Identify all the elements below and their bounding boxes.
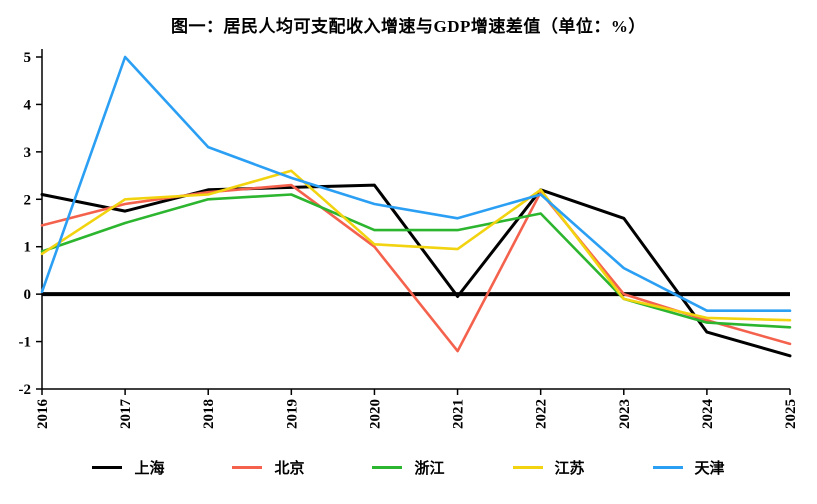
series-line-4 — [40, 55, 792, 313]
legend-item-tianjin: 天津 — [652, 457, 725, 478]
y-tick-label: 4 — [24, 97, 32, 113]
legend-label-shanghai: 上海 — [134, 461, 165, 477]
legend-item-shanghai: 上海 — [92, 457, 164, 478]
legend-item-jiangsu: 江苏 — [512, 457, 585, 478]
legend-line-swatch-zhejiang — [372, 466, 403, 469]
legend: 上海 北京 浙江 江苏 天津 — [0, 457, 817, 478]
x-tick-label: 2023 — [617, 399, 633, 429]
series-line-0 — [40, 183, 792, 358]
y-tick-label: -2 — [19, 382, 32, 398]
legend-line-swatch-shanghai — [92, 466, 123, 469]
x-tick-label: 2017 — [118, 399, 134, 430]
x-tick-label: 2016 — [35, 399, 51, 430]
x-tick-label: 2024 — [700, 399, 716, 430]
chart-title: 图一：居民人均可支配收入增速与GDP增速差值（单位：%） — [171, 17, 646, 36]
y-tick-label: 0 — [24, 287, 32, 303]
x-tick-label: 2020 — [367, 399, 383, 429]
legend-line-swatch-beijing — [232, 466, 263, 469]
series-line-2 — [40, 193, 792, 329]
x-tick-label: 2018 — [201, 399, 217, 429]
x-tick-label: 2021 — [451, 399, 467, 429]
legend-label-beijing: 北京 — [274, 461, 305, 477]
y-tick-label: 2 — [24, 192, 32, 208]
x-tick-label: 2025 — [783, 399, 799, 429]
x-tick-label: 2019 — [284, 399, 300, 429]
y-tick-label: 3 — [24, 145, 32, 161]
legend-item-zhejiang: 浙江 — [372, 457, 445, 478]
series-line-3 — [40, 169, 792, 322]
legend-item-beijing: 北京 — [232, 457, 304, 478]
x-tick-label: 2022 — [534, 399, 550, 429]
y-tick-label: 1 — [24, 240, 32, 256]
legend-line-swatch-jiangsu — [512, 466, 543, 469]
legend-label-jiangsu: 江苏 — [554, 461, 585, 477]
y-tick-label: -1 — [19, 335, 32, 351]
legend-line-swatch-tianjin — [652, 466, 683, 469]
y-tick-label: 5 — [24, 50, 32, 66]
legend-label-zhejiang: 浙江 — [414, 461, 445, 477]
legend-label-tianjin: 天津 — [694, 461, 725, 477]
